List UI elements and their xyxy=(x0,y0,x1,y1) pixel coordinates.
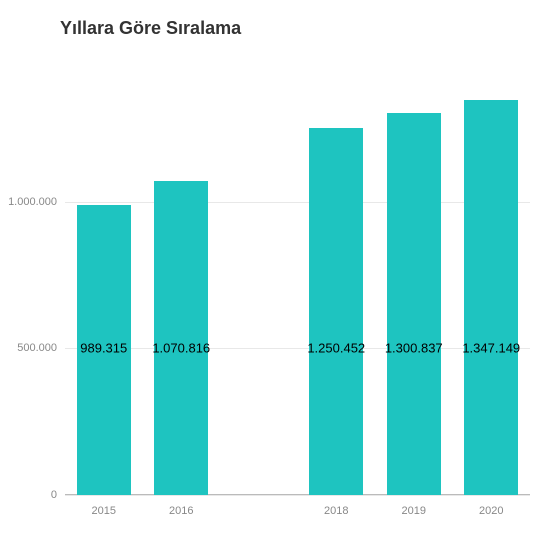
bar xyxy=(387,113,441,495)
value-label: 989.315 xyxy=(80,341,127,356)
x-axis-label: 2019 xyxy=(402,505,426,517)
chart-title: Yıllara Göre Sıralama xyxy=(60,18,241,39)
value-label: 1.300.837 xyxy=(385,341,443,356)
bar xyxy=(154,181,208,495)
chart-area: 0500.0001.000.0002015989.31520161.070.81… xyxy=(65,55,530,495)
x-axis-label: 2020 xyxy=(479,505,503,517)
y-axis-label: 0 xyxy=(51,489,57,501)
value-label: 1.070.816 xyxy=(152,341,210,356)
y-axis-label: 500.000 xyxy=(17,342,57,354)
bar xyxy=(309,128,363,495)
x-axis-label: 2016 xyxy=(169,505,193,517)
y-axis-label: 1.000.000 xyxy=(8,196,57,208)
gridline xyxy=(65,495,530,496)
value-label: 1.347.149 xyxy=(462,341,520,356)
gridline xyxy=(65,202,530,203)
bar xyxy=(464,100,518,495)
x-axis-label: 2018 xyxy=(324,505,348,517)
x-axis-label: 2015 xyxy=(92,505,116,517)
value-label: 1.250.452 xyxy=(307,341,365,356)
gridline xyxy=(65,348,530,349)
